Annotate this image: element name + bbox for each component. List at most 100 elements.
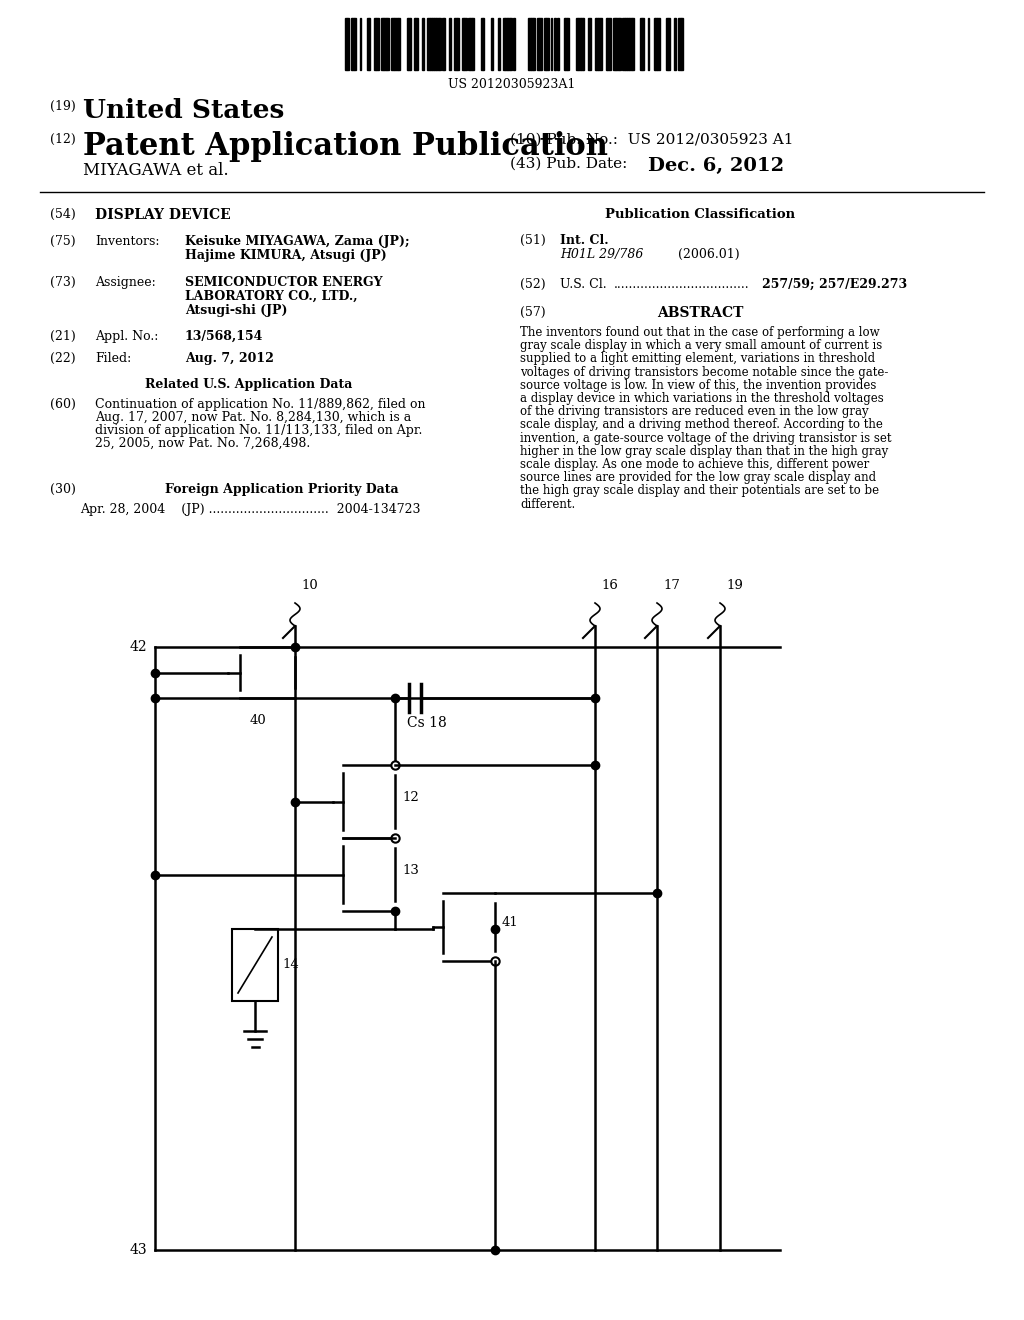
Text: ...................................: ................................... xyxy=(614,279,750,290)
Bar xyxy=(557,18,559,70)
Text: (75): (75) xyxy=(50,235,76,248)
Text: (73): (73) xyxy=(50,276,76,289)
Bar xyxy=(369,18,370,70)
Text: (19): (19) xyxy=(50,100,76,114)
Text: 40: 40 xyxy=(250,714,266,727)
Text: Hajime KIMURA, Atsugi (JP): Hajime KIMURA, Atsugi (JP) xyxy=(185,249,387,261)
Bar xyxy=(469,18,472,70)
Text: (2006.01): (2006.01) xyxy=(678,248,739,261)
Bar xyxy=(596,18,598,70)
Bar xyxy=(350,18,352,70)
Bar xyxy=(642,18,643,70)
Bar xyxy=(681,18,683,70)
Text: 13/568,154: 13/568,154 xyxy=(185,330,263,343)
Bar xyxy=(436,18,438,70)
Bar xyxy=(359,18,361,70)
Bar xyxy=(507,18,508,70)
Text: 25, 2005, now Pat. No. 7,268,498.: 25, 2005, now Pat. No. 7,268,498. xyxy=(95,437,310,450)
Bar xyxy=(527,18,531,70)
Bar xyxy=(567,18,569,70)
Bar xyxy=(537,18,539,70)
Bar xyxy=(622,18,625,70)
Bar xyxy=(397,18,399,70)
Bar xyxy=(554,18,555,70)
Text: division of application No. 11/113,133, filed on Apr.: division of application No. 11/113,133, … xyxy=(95,424,422,437)
Bar xyxy=(575,18,578,70)
Bar xyxy=(666,18,668,70)
Text: source lines are provided for the low gray scale display and: source lines are provided for the low gr… xyxy=(520,471,877,484)
Bar xyxy=(565,18,567,70)
Bar xyxy=(544,18,546,70)
Text: (43) Pub. Date:: (43) Pub. Date: xyxy=(510,157,628,172)
Bar xyxy=(657,18,659,70)
Text: 13: 13 xyxy=(402,865,419,876)
Text: voltages of driving transistors become notable since the gate-: voltages of driving transistors become n… xyxy=(520,366,889,379)
Bar xyxy=(674,18,676,70)
Text: U.S. Cl.: U.S. Cl. xyxy=(560,279,606,290)
Bar xyxy=(394,18,397,70)
Bar xyxy=(595,18,596,70)
Bar xyxy=(532,18,535,70)
Bar xyxy=(551,18,552,70)
Text: Continuation of application No. 11/889,862, filed on: Continuation of application No. 11/889,8… xyxy=(95,399,426,411)
Text: 19: 19 xyxy=(726,579,742,591)
Text: (30): (30) xyxy=(50,483,76,496)
Bar xyxy=(612,18,614,70)
Bar xyxy=(563,18,565,70)
Text: Filed:: Filed: xyxy=(95,352,131,366)
Text: (57): (57) xyxy=(520,306,546,319)
Bar xyxy=(629,18,632,70)
Text: Aug. 17, 2007, now Pat. No. 8,284,130, which is a: Aug. 17, 2007, now Pat. No. 8,284,130, w… xyxy=(95,411,412,424)
Text: of the driving transistors are reduced even in the low gray: of the driving transistors are reduced e… xyxy=(520,405,868,418)
Bar xyxy=(387,18,388,70)
Text: supplied to a light emitting element, variations in threshold: supplied to a light emitting element, va… xyxy=(520,352,876,366)
Bar xyxy=(367,18,369,70)
Bar xyxy=(505,18,507,70)
Text: (52): (52) xyxy=(520,279,546,290)
Text: (21): (21) xyxy=(50,330,76,343)
Text: (12): (12) xyxy=(50,133,76,147)
Bar xyxy=(607,18,610,70)
Text: (60): (60) xyxy=(50,399,76,411)
Text: Dec. 6, 2012: Dec. 6, 2012 xyxy=(648,157,784,176)
Bar xyxy=(457,18,459,70)
Text: SEMICONDUCTOR ENERGY: SEMICONDUCTOR ENERGY xyxy=(185,276,383,289)
Bar xyxy=(414,18,415,70)
Bar xyxy=(410,18,411,70)
Bar xyxy=(232,929,278,1001)
Text: DISPLAY DEVICE: DISPLAY DEVICE xyxy=(95,209,230,222)
Bar xyxy=(385,18,387,70)
Bar xyxy=(429,18,432,70)
Bar xyxy=(546,18,549,70)
Text: invention, a gate-source voltage of the driving transistor is set: invention, a gate-source voltage of the … xyxy=(520,432,892,445)
Bar xyxy=(678,18,681,70)
Bar xyxy=(345,18,346,70)
Bar xyxy=(408,18,410,70)
Text: 17: 17 xyxy=(663,579,680,591)
Bar xyxy=(588,18,591,70)
Bar xyxy=(513,18,514,70)
Bar xyxy=(583,18,584,70)
Bar xyxy=(383,18,384,70)
Bar xyxy=(510,18,512,70)
Bar xyxy=(581,18,583,70)
Bar xyxy=(433,18,436,70)
Text: (51): (51) xyxy=(520,234,546,247)
Bar xyxy=(390,18,394,70)
Bar xyxy=(508,18,510,70)
Text: gray scale display in which a very small amount of current is: gray scale display in which a very small… xyxy=(520,339,883,352)
Text: 14: 14 xyxy=(282,958,299,972)
Bar xyxy=(598,18,601,70)
Bar xyxy=(376,18,379,70)
Bar xyxy=(422,18,424,70)
Bar xyxy=(438,18,440,70)
Bar xyxy=(605,18,607,70)
Bar xyxy=(346,18,349,70)
Text: Assignee:: Assignee: xyxy=(95,276,156,289)
Text: Publication Classification: Publication Classification xyxy=(605,209,795,220)
Text: Aug. 7, 2012: Aug. 7, 2012 xyxy=(185,352,273,366)
Bar xyxy=(616,18,618,70)
Bar xyxy=(384,18,385,70)
Bar xyxy=(531,18,532,70)
Bar xyxy=(464,18,467,70)
